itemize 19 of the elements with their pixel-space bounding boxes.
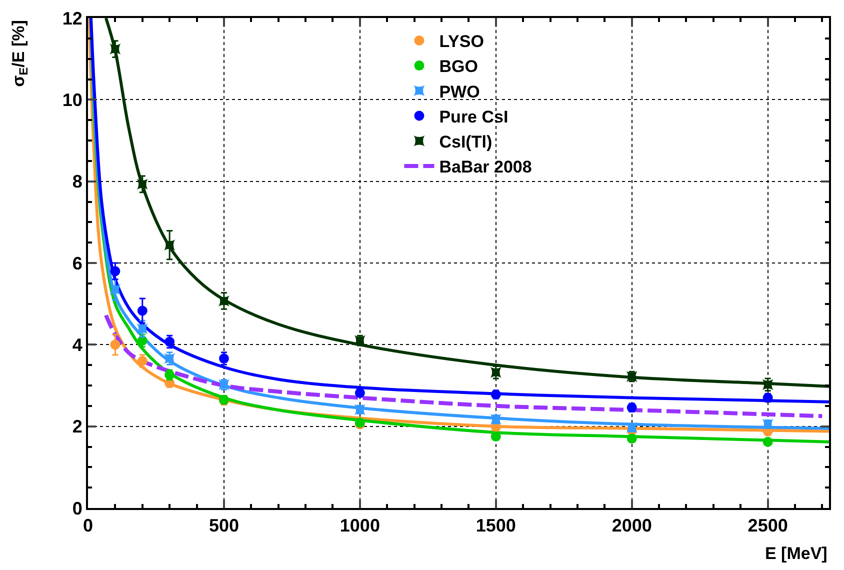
x-axis-title: E [MeV]: [765, 544, 828, 563]
legend-label: CsI(Tl): [439, 132, 492, 152]
y-tick-label: 6: [72, 253, 82, 274]
x-tick-label: 1500: [476, 516, 516, 536]
x-tick-label: 2500: [748, 516, 788, 536]
legend-label: Pure CsI: [439, 107, 508, 126]
y-tick-label: 8: [72, 172, 82, 192]
y-tick-label: 4: [72, 334, 82, 355]
y-tick-label: 12: [62, 8, 82, 28]
x-tick-label: 1000: [340, 516, 380, 536]
y-tick-label: 0: [72, 498, 82, 518]
y-tick-label: 2: [72, 416, 82, 437]
legend-label: BGO: [439, 57, 478, 76]
y-tick-label: 10: [62, 90, 82, 110]
legend-label: PWO: [439, 82, 480, 102]
x-tick-label: 2000: [612, 516, 652, 536]
x-tick-label: 500: [208, 516, 239, 536]
legend-label: LYSO: [439, 32, 484, 52]
legend-label: BaBar 2008: [439, 158, 532, 177]
